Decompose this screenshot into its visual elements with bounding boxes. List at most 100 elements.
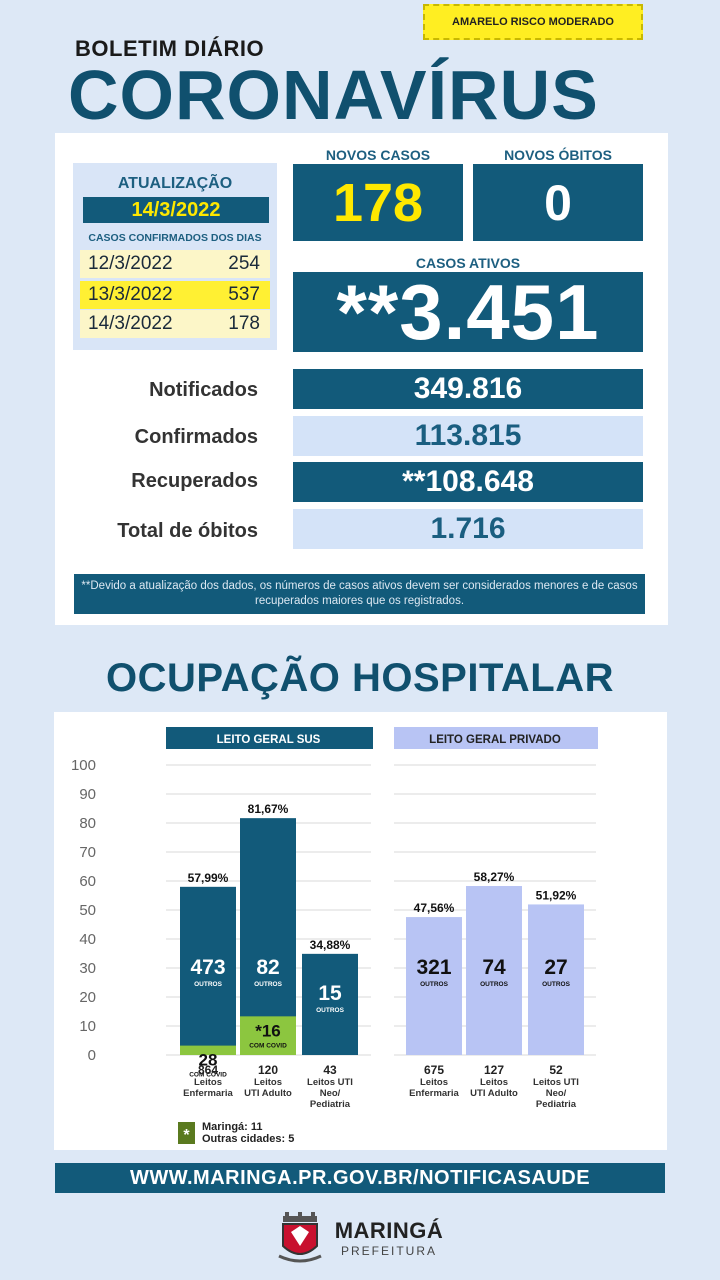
bed-count: 43 [323,1063,337,1077]
covid-bar-segment [240,1016,296,1055]
stat-value-deaths: 1.716 [293,509,643,549]
others-count-label: OUTROS [194,981,222,988]
bar [302,953,358,1055]
day-row: 12/3/2022 254 [80,250,270,278]
bed-category-label: Pediatria [310,1099,351,1110]
stat-label-notified: Notificados [149,379,258,401]
bed-category-label: UTI Adulto [244,1088,292,1099]
new-deaths-label: NOVOS ÓBITOS [504,147,612,163]
y-tick-label: 70 [79,844,96,861]
bar-percentage-label: 57,99% [188,871,229,885]
coat-of-arms-icon [278,1212,322,1263]
new-deaths-value: 0 [473,164,643,241]
bar [528,904,584,1055]
footnote-line: Outras cidades: 5 [202,1133,294,1145]
risk-badge: AMARELO RISCO MODERADO [423,4,643,40]
bed-count: 127 [484,1063,504,1077]
bar-percentage-label: 58,27% [474,870,515,884]
day-value: 537 [228,284,260,305]
bar-percentage-label: 51,92% [536,888,577,902]
others-count: 82 [256,956,279,979]
bed-category-label: Leitos [194,1077,222,1088]
others-count-label: OUTROS [480,981,508,988]
bed-category-label: UTI Adulto [470,1088,518,1099]
active-cases-label: CASOS ATIVOS [415,255,521,271]
day-row: 14/3/2022 178 [80,310,270,338]
covid-bar-segment [180,1045,236,1055]
group-header-bg [166,727,373,749]
bed-category-label: Leitos [420,1077,448,1088]
bed-count: 675 [424,1063,444,1077]
bed-category-label: Leitos UTI [307,1077,353,1088]
covid-count-label: COM COVID [249,1042,287,1049]
group-header-label: LEITO GERAL SUS [217,734,321,746]
confirmed-days-label: CASOS CONFIRMADOS DOS DIAS [88,232,262,244]
bar-percentage-label: 34,88% [310,938,351,952]
bar [240,818,296,1055]
new-cases-label: NOVOS CASOS [325,147,431,163]
y-tick-label: 100 [71,757,96,774]
y-tick-label: 20 [79,989,96,1006]
y-tick-label: 30 [79,960,96,977]
others-count: 15 [318,982,342,1005]
bar [466,886,522,1055]
stat-value-recovered: **108.648 [293,462,643,502]
bar-percentage-label: 81,67% [248,802,289,816]
stat-label-deaths: Total de óbitos [117,520,258,542]
stat-value-notified: 349.816 [293,369,643,409]
active-cases-value: **3.451 [293,268,643,356]
bed-count: 864 [198,1063,218,1077]
group-header-bg [394,727,598,749]
bed-category-label: Pediatria [536,1099,577,1110]
bed-category-label: Enfermaria [183,1088,233,1099]
covid-count: *16 [255,1021,281,1040]
others-count-label: OUTROS [420,981,448,988]
y-tick-label: 0 [88,1047,96,1064]
others-count-label: OUTROS [316,1007,344,1014]
bar-percentage-label: 47,56% [414,901,455,915]
update-date: 14/3/2022 [83,197,269,223]
footnote-marker: * [183,1127,190,1144]
y-tick-label: 50 [79,902,96,919]
group-header-label: LEITO GERAL PRIVADO [429,734,561,746]
day-date: 13/3/2022 [88,284,173,305]
occupancy-title: OCUPAÇÃO HOSPITALAR [105,656,614,700]
others-count: 321 [416,956,451,979]
bed-category-label: Leitos [254,1077,282,1088]
covid-count-label: COM COVID [189,1072,227,1079]
y-tick-label: 80 [79,815,96,832]
bed-count: 120 [258,1063,278,1077]
logo-sub: PREFEITURA [340,1244,437,1258]
day-date: 12/3/2022 [88,253,173,274]
stat-label-confirmed: Confirmados [134,426,258,448]
day-value: 178 [228,313,260,334]
data-note: **Devido a atualização dos dados, os núm… [74,574,645,614]
footnote-marker-bg [178,1122,195,1144]
update-title: ATUALIZAÇÃO [117,175,233,192]
others-count-label: OUTROS [542,981,570,988]
footnote-line: Maringá: 11 [202,1121,263,1133]
bed-category-label: Neo/ [320,1088,341,1099]
bed-count: 52 [549,1063,563,1077]
website-link[interactable]: WWW.MARINGA.PR.GOV.BR/NOTIFICASAUDE [55,1163,665,1193]
new-cases-value: 178 [293,164,463,241]
bar [406,917,462,1055]
stat-label-recovered: Recuperados [131,470,258,492]
bar [180,886,236,1055]
bed-category-label: Neo/ [546,1088,567,1099]
day-row-highlight: 13/3/2022 537 [80,281,270,309]
y-tick-label: 60 [79,873,96,890]
y-tick-label: 10 [79,1018,96,1035]
others-count-label: OUTROS [254,981,282,988]
others-count: 473 [190,956,225,979]
covid-count: 28 [199,1051,218,1070]
bed-category-label: Enfermaria [409,1088,459,1099]
logo-name: MARINGÁ [334,1218,444,1243]
others-count: 27 [544,956,567,979]
bed-category-label: Leitos [480,1077,508,1088]
y-tick-label: 90 [79,786,96,803]
y-tick-label: 40 [79,931,96,948]
day-date: 14/3/2022 [88,313,173,334]
page-title: CORONAVÍRUS [68,56,599,134]
